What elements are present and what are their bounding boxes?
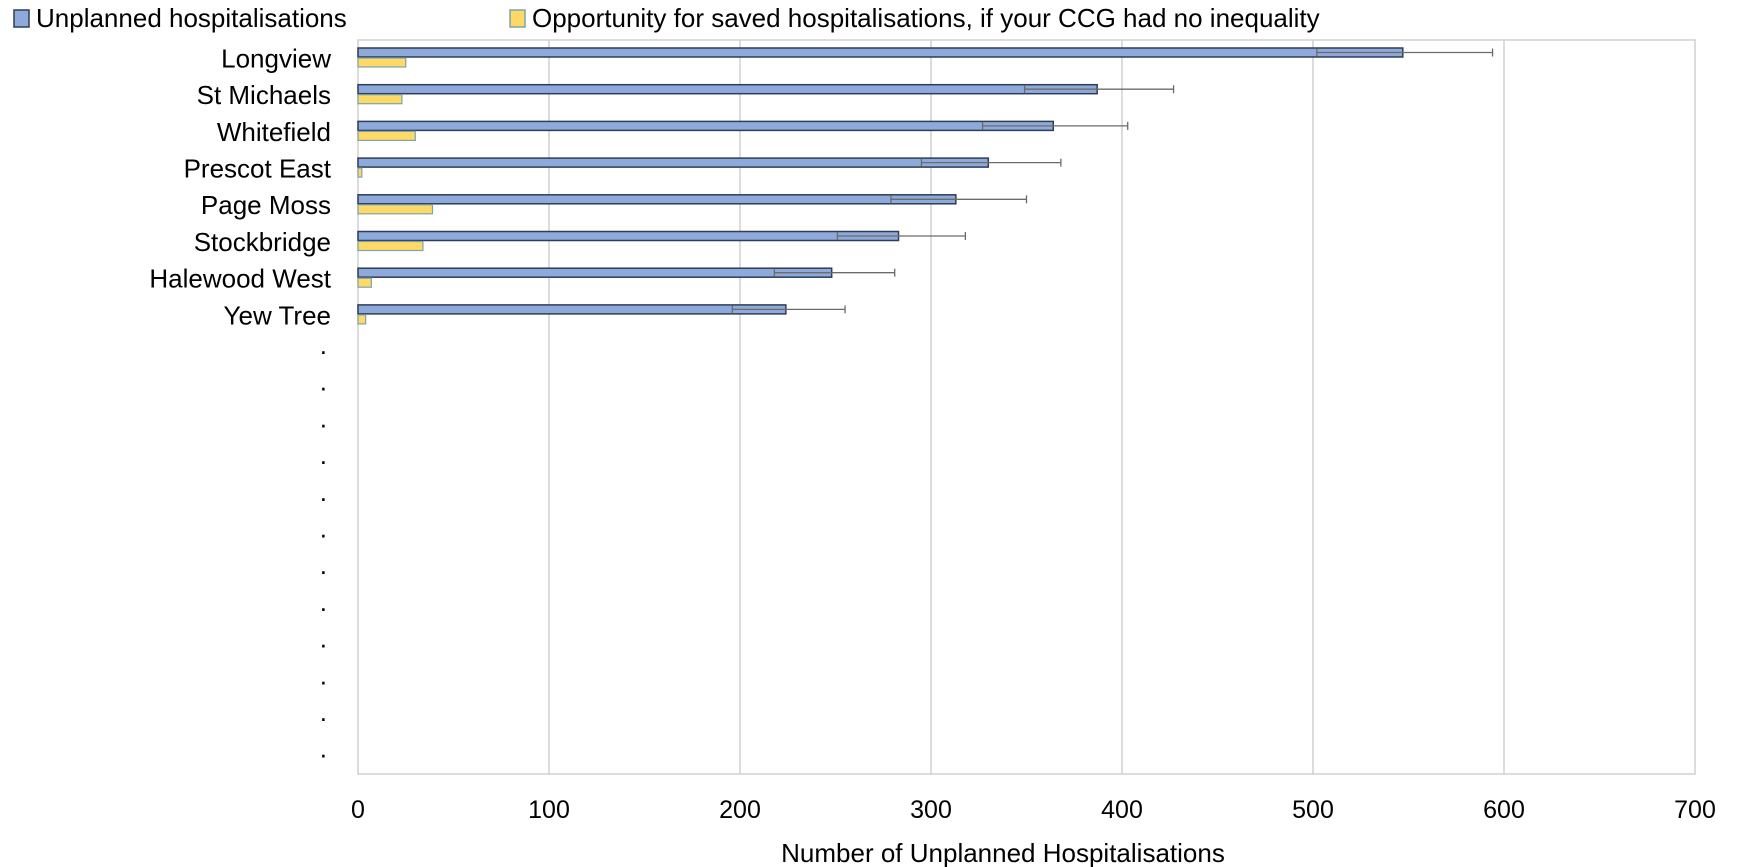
legend: Unplanned hospitalisations Opportunity f… [13,3,1320,33]
bar-unplanned [357,230,900,242]
bar-unplanned [357,157,990,168]
category-label: Page Moss [201,190,331,220]
x-axis-title: Number of Unplanned Hospitalisations [781,838,1225,867]
x-tick-label: 600 [1483,796,1525,824]
category-label: . [320,403,327,433]
category-label: St Michaels [197,80,331,110]
bar-opportunity [357,314,367,325]
category-label: . [320,513,327,543]
bar-opportunity [357,57,407,68]
bar-unplanned [357,304,787,315]
category-label: . [320,624,327,654]
category-label: . [320,477,327,507]
category-label: Prescot East [184,153,332,183]
category-label: . [320,587,327,617]
bar-opportunity [357,94,403,105]
category-labels: Longview St Michaels Whitefield Prescot Eas… [149,43,331,763]
bars [357,47,1494,325]
category-label: . [320,440,327,470]
category-label: . [320,734,327,764]
bar-unplanned [357,47,1404,58]
category-label: . [320,330,327,360]
category-label: Longview [221,43,331,73]
x-tick-label: 500 [1292,796,1334,824]
category-label: Stockbridge [194,227,331,257]
x-tick-label: 300 [910,796,952,824]
category-label: . [320,660,327,690]
x-tick-label: 400 [1101,796,1143,824]
x-tick-label: 100 [528,796,570,824]
category-label: Yew Tree [224,300,331,330]
bar-opportunity [357,130,416,141]
x-tick-label: 200 [719,796,761,824]
category-label: . [320,550,327,580]
x-tick-labels: 0 100 200 300 400 500 600 700 [351,796,1716,824]
category-label: . [320,697,327,727]
bar-opportunity [357,277,372,288]
legend-label-opportunity: Opportunity for saved hospitalisations, … [532,3,1320,33]
plot-area [357,39,1696,775]
x-tick-label: 0 [351,796,365,824]
category-label: Whitefield [217,117,331,147]
bar-opportunity [357,240,424,252]
gridlines [548,40,1505,774]
bar-opportunity [357,167,363,178]
bar-unplanned [357,194,957,205]
bar-opportunity [357,204,434,215]
bar-unplanned [357,120,1054,132]
bar-unplanned [357,267,833,278]
legend-label-unplanned: Unplanned hospitalisations [36,3,347,33]
bar-unplanned [357,83,1098,95]
category-label: Halewood West [149,264,331,294]
legend-swatch-opportunity [509,9,526,28]
x-tick-label: 700 [1674,796,1716,824]
legend-swatch-unplanned [13,9,30,28]
category-label: . [320,367,327,397]
